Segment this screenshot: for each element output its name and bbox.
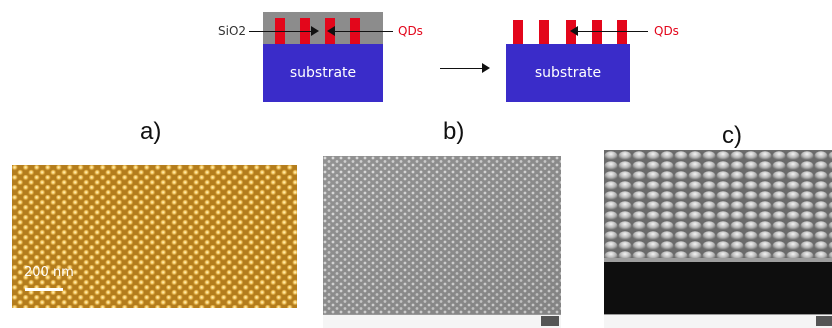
sem-top-image bbox=[323, 156, 561, 328]
panel-label-a: a) bbox=[140, 118, 162, 145]
left-substrate: substrate bbox=[263, 44, 383, 102]
sem-tilt-image bbox=[604, 150, 832, 328]
qd-stripe bbox=[513, 20, 523, 44]
afm-image: 200 nm bbox=[12, 165, 297, 308]
substrate-label: substrate bbox=[534, 65, 602, 81]
qds-pointer-line-left bbox=[335, 31, 393, 32]
sem-info-bar bbox=[323, 314, 561, 328]
sio2-pointer-line bbox=[249, 31, 311, 32]
sem-tilt-texture bbox=[604, 150, 832, 315]
panel-label-c: c) bbox=[722, 122, 742, 149]
sem-info-bar bbox=[604, 314, 832, 328]
sio2-label: SiO2 bbox=[218, 24, 247, 38]
qds-pointer-head-right bbox=[570, 26, 578, 36]
substrate-label: substrate bbox=[289, 65, 357, 81]
qds-label-left: QDs bbox=[398, 24, 423, 38]
scale-bar bbox=[25, 288, 63, 291]
scale-bar-label: 200 nm bbox=[24, 265, 74, 280]
sem-logo-block bbox=[816, 316, 832, 326]
qd-stripe bbox=[592, 20, 602, 44]
sem-logo-block bbox=[541, 316, 559, 326]
process-arrow-head bbox=[482, 63, 490, 73]
qd-stripe bbox=[539, 20, 549, 44]
afm-texture bbox=[12, 165, 297, 308]
right-substrate: substrate bbox=[506, 44, 630, 102]
qds-pointer-line-right bbox=[578, 31, 648, 32]
panel-label-b: b) bbox=[443, 118, 465, 145]
sem-top-texture bbox=[323, 156, 561, 316]
process-arrow-line bbox=[440, 68, 482, 69]
qds-label-right: QDs bbox=[654, 24, 679, 38]
sio2-cap bbox=[263, 12, 383, 18]
qds-pointer-head-left bbox=[327, 26, 335, 36]
sio2-pointer-head bbox=[311, 26, 319, 36]
qd-stripe bbox=[617, 20, 627, 44]
